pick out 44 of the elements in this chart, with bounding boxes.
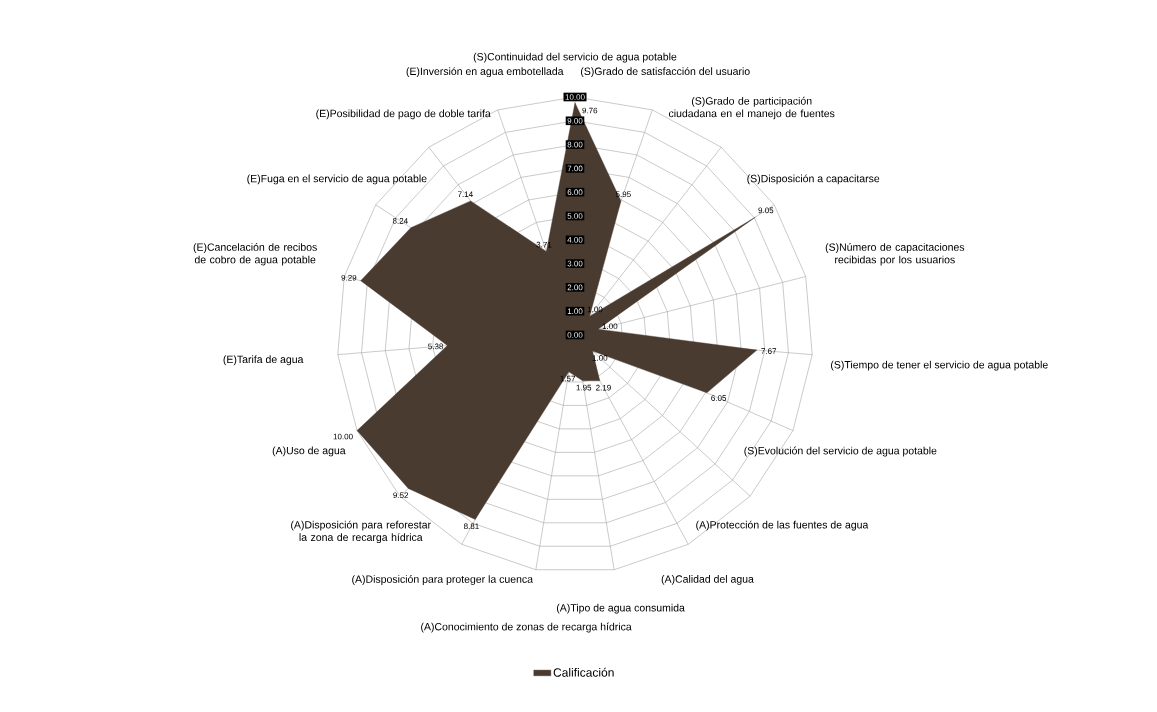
spoke-label: (A)Tipo de agua consumida (556, 603, 685, 614)
spoke-label: (A)Protección de las fuentes de agua (696, 520, 869, 531)
y-tick-label: 8.00 (567, 141, 583, 148)
data-label: 7.14 (457, 191, 473, 197)
y-tick-label: 3.00 (567, 260, 583, 267)
spoke-label: (E)Posibilidad de pago de doble tarifa (316, 109, 491, 120)
y-tick-label: 9.00 (567, 117, 583, 124)
y-tick-label: 1.00 (567, 308, 583, 315)
spoke-label: (S)Grado de satisfacción del usuario (580, 67, 750, 78)
spoke-label: (A)Uso de agua (272, 446, 346, 457)
spoke-label: (A)Disposición para proteger la cuenca (352, 575, 534, 585)
y-tick-label: 4.00 (567, 236, 583, 243)
data-label: 9.05 (758, 207, 774, 214)
y-tick-label: 6.00 (567, 189, 583, 196)
data-label: 7.67 (761, 348, 777, 354)
y-tick-label: 7.00 (567, 165, 583, 172)
data-label: 6.05 (711, 395, 727, 401)
spoke-label: (S)Evolución del servicio de agua potable (744, 446, 937, 457)
y-tick-label: 10.00 (565, 94, 585, 100)
spoke-label: (A)Calidad del agua (661, 575, 754, 585)
spoke-label: (S)Tiempo de tener el servicio de agua potable (831, 360, 1048, 371)
data-label: 8.24 (392, 218, 408, 224)
data-label: 9.29 (341, 274, 357, 281)
legend-label: Calificación (553, 667, 614, 677)
spoke-label: (S)Disposición a capacitarse (747, 174, 880, 185)
data-label: 8.81 (463, 523, 479, 530)
spoke-label: (E)Inversión en agua embotellada (406, 67, 564, 78)
spoke-label: (A)Conocimiento de zonas de recarga hídrica (421, 622, 632, 633)
data-label: 5.38 (428, 343, 444, 350)
spoke-label: (S)Continuidad del servicio de agua potable (473, 52, 677, 63)
spoke-label: (E)Fuga en el servicio de agua potable (247, 174, 427, 185)
spoke-label: (E)Cancelación de recibos de cobro de agua potable (193, 243, 317, 266)
spoke-label: (E)Tarifa de agua (223, 355, 304, 366)
spoke-label: (S)Número de capacitaciones recibidas por los usuarios (825, 243, 965, 266)
data-label: 9.52 (393, 492, 409, 499)
data-label: 1.95 (576, 384, 592, 391)
y-tick-label: 5.00 (567, 213, 583, 219)
data-label: 9.76 (582, 107, 598, 114)
y-tick-label: 0.00 (567, 332, 583, 338)
data-label: 10.00 (333, 433, 353, 440)
y-tick-label: 2.00 (567, 284, 583, 291)
spoke-label: (A)Disposición para reforestar la zona de recarga hídrica (291, 520, 431, 544)
spoke-label: (S)Grado de participación ciudadana en el manejo de fuentes (668, 96, 835, 120)
data-label: 2.19 (596, 384, 611, 391)
